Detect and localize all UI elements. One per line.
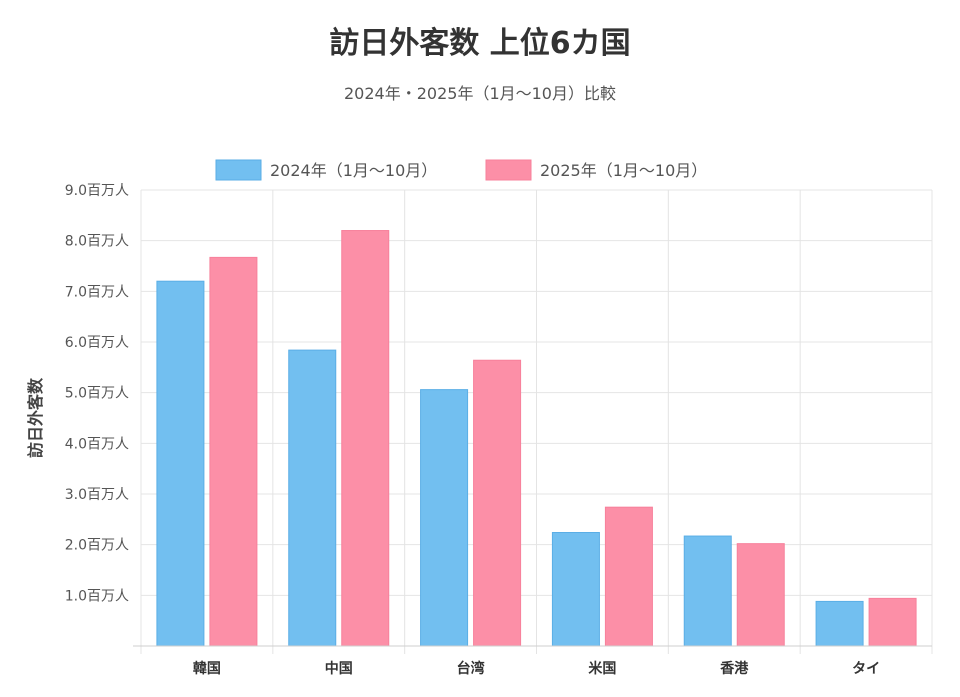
grid-lines	[140, 189, 933, 654]
bar-series-2	[868, 597, 917, 647]
legend-swatch	[215, 159, 262, 181]
axes: 1.0百万人 2.0百万人 3.0百万人 4.0百万人 5.0百万人 6.0百万人 7.0百…	[65, 183, 932, 677]
y-tick-label: 4.0百万人	[65, 436, 129, 452]
bar-series-1	[815, 600, 864, 647]
x-tick-label: 米国	[588, 660, 616, 677]
x-tick-label: 韓国	[193, 660, 221, 677]
y-axis-label: 訪日外客数	[26, 377, 45, 458]
legend-label: 2024年（1月〜10月）	[270, 161, 437, 180]
chart-title: 訪日外客数 上位6カ国	[329, 26, 631, 61]
chart-subtitle: 2024年・2025年（1月〜10月）比較	[344, 84, 616, 103]
y-tick-label: 1.0百万人	[65, 588, 129, 604]
x-tick-label: 香港	[719, 660, 749, 677]
bar-series-1	[156, 280, 205, 647]
y-tick-label: 6.0百万人	[65, 335, 129, 351]
bar-series-2	[604, 506, 653, 647]
bar-series-1	[420, 389, 469, 647]
legend-swatch	[485, 159, 532, 181]
bars	[156, 230, 917, 647]
bar-series-1	[288, 349, 337, 647]
x-tick-label: 台湾	[457, 660, 485, 677]
x-tick-label: タイ	[852, 661, 880, 677]
bar-series-2	[473, 359, 522, 647]
legend-label: 2025年（1月〜10月）	[540, 161, 707, 180]
y-tick-label: 2.0百万人	[65, 538, 129, 554]
bar-series-2	[341, 230, 390, 647]
y-tick-label: 9.0百万人	[65, 183, 129, 199]
y-tick-label: 5.0百万人	[65, 386, 129, 402]
bar-series-1	[551, 532, 600, 647]
y-tick-label: 8.0百万人	[65, 234, 129, 250]
y-tick-label: 3.0百万人	[65, 487, 129, 503]
bar-series-1	[683, 535, 732, 647]
bar-series-2	[736, 543, 785, 647]
y-tick-label: 7.0百万人	[65, 284, 129, 300]
legend: 2024年（1月〜10月） 2025年（1月〜10月）	[215, 159, 707, 181]
x-tick-label: 中国	[325, 660, 353, 677]
bar-series-2	[209, 256, 258, 647]
